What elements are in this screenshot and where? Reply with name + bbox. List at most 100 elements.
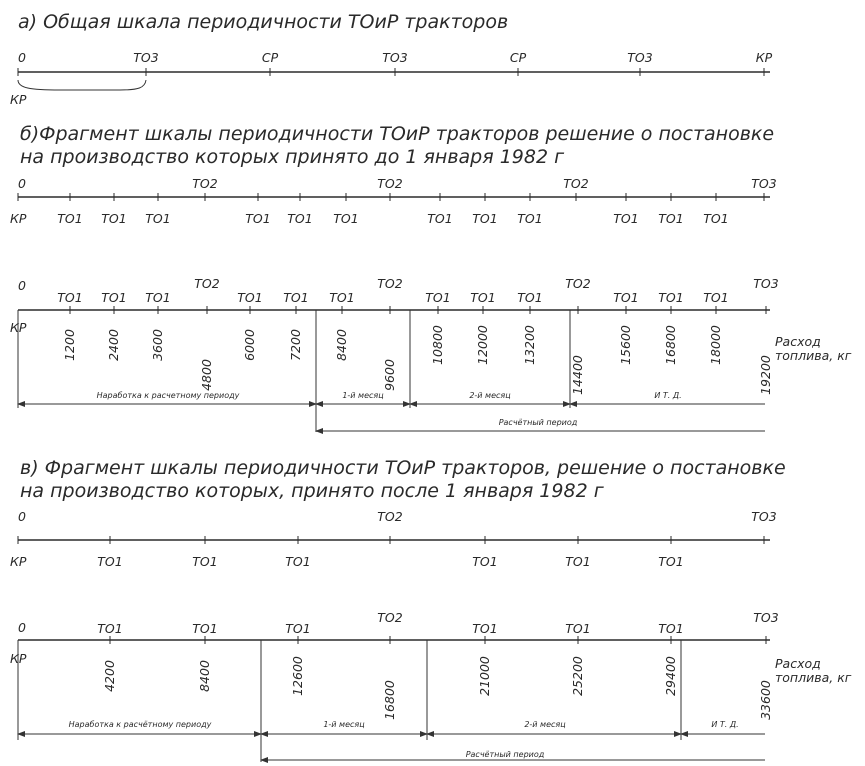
b-fuel-value-11: 14400: [570, 355, 585, 395]
a-top_labels-2: СР: [262, 50, 279, 65]
section-b-title-line2: на производство которых принято до 1 янв…: [20, 146, 565, 168]
b-scale1_bottom-2: ТО1: [101, 211, 126, 226]
b-scale1_bottom-12: ТО1: [703, 211, 728, 226]
a-top_labels-5: ТО3: [627, 50, 652, 65]
section-a-title: а) Общая шкала периодичности ТОиР тракто…: [18, 11, 508, 33]
b-fuel-value-6: 8400: [334, 329, 349, 361]
scale-b2-ticks: [69, 306, 767, 314]
scale-c2-unit-line2: топлива, кг: [775, 670, 852, 685]
a-top_labels-3: ТО3: [382, 50, 407, 65]
b-fuel-value-10: 13200: [522, 325, 537, 365]
c-dim-label-month1: 1-й месяц: [323, 720, 365, 729]
b-scale1_bottom-3: ТО1: [145, 211, 170, 226]
scale-a-ticks: [17, 68, 765, 76]
c-fuel-value-2: 12600: [290, 656, 305, 696]
c-fuel-value-6: 29400: [663, 656, 678, 696]
b-scale1_bottom-8: ТО1: [472, 211, 497, 226]
b-scale1_bottom-11: ТО1: [658, 211, 683, 226]
c-scale2_top-4: ТО2: [377, 610, 402, 625]
c-scale1_bottom-3: ТО1: [285, 554, 310, 569]
a-top_labels-1: ТО3: [133, 50, 158, 65]
c-dim-label-etc: И Т. Д.: [711, 720, 738, 729]
b-dim-label-runtime: Наработка к расчетному периоду: [97, 391, 240, 400]
c-scale1_bottom-1: ТО1: [97, 554, 122, 569]
scale-a-top-labels: 0 ТО3 СР ТО3 СР ТО3 КР: [18, 50, 773, 65]
b-scale2_top-2: ТО1: [101, 290, 126, 305]
section-b-title-line1: б)Фрагмент шкалы периодичности ТОиР трак…: [20, 123, 774, 145]
c-scale2_top-6: ТО1: [565, 621, 590, 636]
b-fuel-value-1: 2400: [106, 329, 121, 361]
b-scale2_top-14: ТО1: [658, 290, 683, 305]
b-scale2_top-4: ТО2: [194, 276, 219, 291]
b-scale2_top-8: ТО2: [377, 276, 402, 291]
c-scale1_bottom-4: ТО1: [472, 554, 497, 569]
c-scale2_top-3: ТО1: [285, 621, 310, 636]
a-top_labels-0: 0: [18, 50, 26, 65]
scale-a-brace: [17, 79, 147, 91]
c-dim-label-runtime: Наработка к расчётному периоду: [69, 720, 212, 729]
b-fuel-value-9: 12000: [475, 325, 490, 365]
section-c-title-line2: на производство которых, принято после 1…: [20, 480, 605, 502]
scale-c2-ticks: [109, 636, 767, 644]
c-fuel-value-0: 4200: [102, 660, 117, 692]
c-scale2_top-8: ТО3: [753, 610, 778, 625]
b-fuel-value-15: 19200: [758, 355, 773, 395]
b-dim-label-etc: И Т. Д.: [654, 391, 681, 400]
b-scale1_bottom-9: ТО1: [517, 211, 542, 226]
section-b: б)Фрагмент шкалы периодичности ТОиР трак…: [10, 123, 852, 434]
b-scale1_top-0: 0: [18, 176, 26, 191]
scale-a-bottom-label: КР: [10, 92, 27, 107]
b-fuel-value-0: 1200: [62, 329, 77, 361]
scale-c2-fuel-values: 4200 8400 12600 16800 21000 25200 29400 33600: [102, 656, 773, 720]
b-scale1_bottom-5: ТО1: [287, 211, 312, 226]
section-c-title-line1: в) Фрагмент шкалы периодичности ТОиР тра…: [20, 457, 786, 479]
b-fuel-value-2: 3600: [150, 329, 165, 361]
b-period-label: Расчётный период: [499, 418, 578, 427]
scale-b1-ticks: [17, 193, 765, 201]
b-scale2_top-3: ТО1: [145, 290, 170, 305]
c-scale1_bottom-6: ТО1: [658, 554, 683, 569]
section-c: в) Фрагмент шкалы периодичности ТОиР тра…: [10, 457, 852, 763]
b-scale1_top-3: ТО2: [563, 176, 588, 191]
b-scale2_top-15: ТО1: [703, 290, 728, 305]
b-dim-label-month1: 1-й месяц: [342, 391, 384, 400]
c-scale1_bottom-0: КР: [10, 554, 27, 569]
scale-c1-top-labels: 0 ТО2 ТО3: [18, 509, 777, 524]
a-top_labels-6: КР: [756, 50, 773, 65]
b-scale1_bottom-6: ТО1: [333, 211, 358, 226]
b-scale2_top-5: ТО1: [237, 290, 262, 305]
scale-c1-ticks: [17, 536, 765, 544]
scale-b1-top-labels: 0 ТО2 ТО2 ТО2 ТО3: [18, 176, 777, 191]
scale-b2-unit-line2: топлива, кг: [775, 348, 852, 363]
c-fuel-value-5: 25200: [570, 656, 585, 696]
scale-c1-bottom-labels: КР ТО1 ТО1 ТО1 ТО1 ТО1 ТО1: [10, 554, 684, 569]
b-scale2_top-13: ТО1: [613, 290, 638, 305]
b-fuel-value-8: 10800: [430, 325, 445, 365]
scale-c2-unit-line1: Расход: [775, 656, 821, 671]
b-scale2_top-6: ТО1: [283, 290, 308, 305]
b-scale2_top-10: ТО1: [470, 290, 495, 305]
c-scale2_top-2: ТО1: [192, 621, 217, 636]
b-scale2_top-1: ТО1: [57, 290, 82, 305]
scale-c2-top-labels: 0 ТО1 ТО1 ТО1 ТО2 ТО1 ТО1 ТО1 ТО3: [18, 610, 779, 636]
c-scale2_top-1: ТО1: [97, 621, 122, 636]
b-scale2_top-7: ТО1: [329, 290, 354, 305]
c-scale2_top-5: ТО1: [472, 621, 497, 636]
c-scale1_bottom-5: ТО1: [565, 554, 590, 569]
b-scale2_top-9: ТО1: [425, 290, 450, 305]
scale-b1-bottom-labels: КР ТО1 ТО1 ТО1 ТО1 ТО1 ТО1 ТО1 ТО1 ТО1 ТО1 ТО1 ТО1: [10, 211, 729, 226]
b-scale1_top-4: ТО3: [751, 176, 776, 191]
b-scale1_bottom-1: ТО1: [57, 211, 82, 226]
b-fuel-value-14: 18000: [708, 325, 723, 365]
c-scale1_top-1: ТО2: [377, 509, 402, 524]
c-dim-label-month2: 2-й месяц: [524, 720, 566, 729]
c-fuel-value-3: 16800: [382, 680, 397, 720]
b-scale2_top-0: 0: [18, 278, 26, 293]
b-fuel-value-3: 4800: [199, 359, 214, 391]
b-scale2_top-12: ТО2: [565, 276, 590, 291]
b-scale1_bottom-10: ТО1: [613, 211, 638, 226]
c-period-label: Расчётный период: [466, 750, 545, 759]
b-scale1_top-1: ТО2: [192, 176, 217, 191]
c-fuel-value-1: 8400: [197, 660, 212, 692]
